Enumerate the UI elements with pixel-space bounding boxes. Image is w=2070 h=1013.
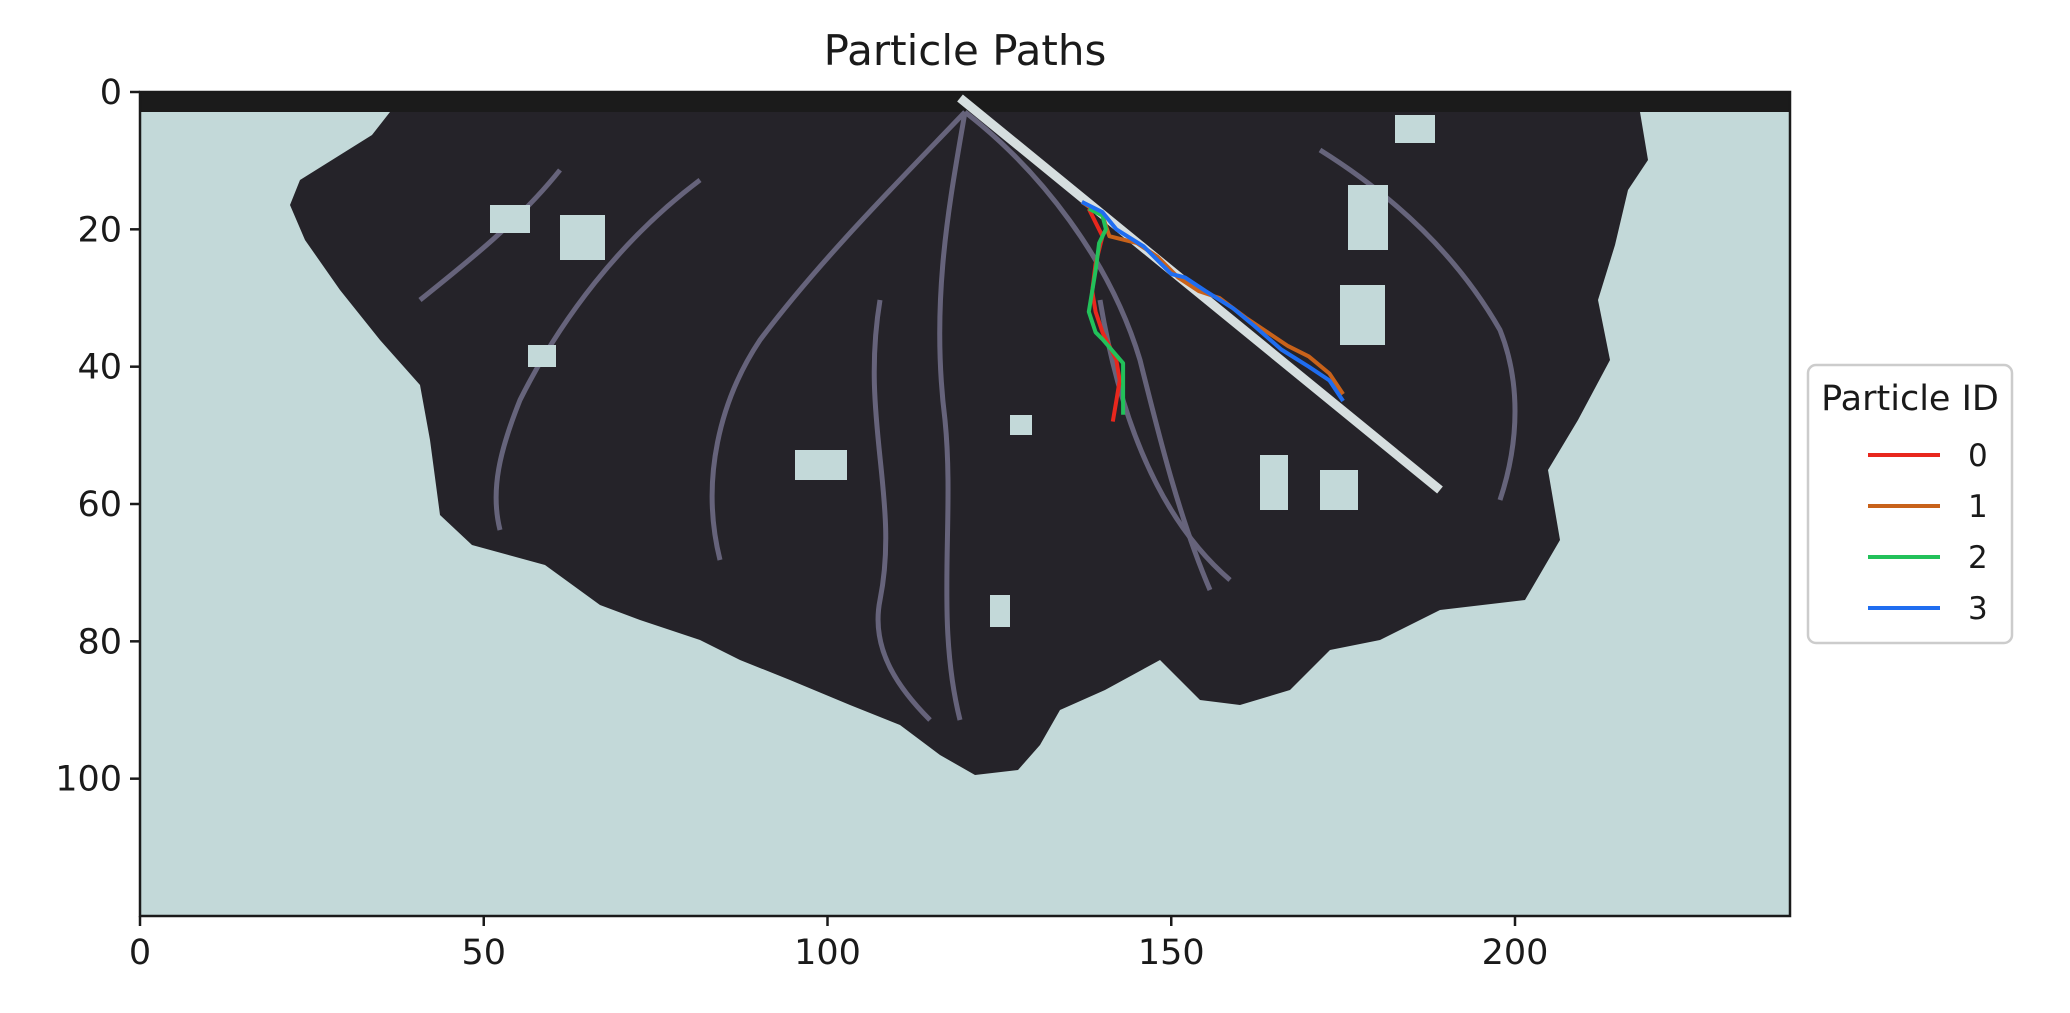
plot-area (140, 92, 1790, 916)
channel (493, 178, 702, 531)
x-tick-label: 150 (1138, 933, 1205, 973)
delta-body (290, 112, 1648, 775)
hole (528, 345, 556, 367)
y-tick-label: 0 (100, 73, 122, 113)
channel (418, 168, 562, 302)
channel (871, 299, 932, 722)
channel (709, 110, 967, 561)
hole (1348, 185, 1388, 250)
legend-label-1: 1 (1968, 489, 1988, 525)
y-tick-label: 40 (77, 348, 122, 388)
hole (1320, 470, 1358, 510)
series-path-2 (1086, 206, 1126, 415)
y-tick-label: 80 (77, 622, 122, 662)
x-tick-label: 100 (794, 933, 861, 973)
y-axis: 0 20 40 60 80 100 (55, 73, 140, 800)
chart-title: Particle Paths (824, 26, 1107, 75)
y-tick-label: 20 (77, 210, 122, 250)
hole (560, 215, 605, 260)
legend-title: Particle ID (1821, 379, 1999, 419)
legend-entries: 0 1 2 3 (1868, 438, 1988, 627)
hole (795, 450, 847, 480)
hole (1340, 285, 1385, 345)
channel (937, 111, 968, 721)
x-tick-label: 0 (129, 933, 151, 973)
hole (990, 595, 1010, 627)
y-tick-label: 60 (77, 485, 122, 525)
channel (963, 110, 1213, 591)
hole (1260, 455, 1288, 510)
hole (490, 205, 530, 233)
legend: Particle ID 0 1 2 3 (1806, 363, 2014, 645)
legend-label-0: 0 (1968, 438, 1988, 474)
series-path-3 (1081, 200, 1345, 403)
x-tick-label: 200 (1482, 933, 1549, 973)
legend-label-2: 2 (1968, 540, 1988, 576)
hole (1010, 415, 1032, 435)
x-tick-label: 50 (461, 933, 506, 973)
legend-label-3: 3 (1968, 591, 1988, 627)
bright-main-channel (957, 94, 1443, 494)
series-path-0 (1087, 207, 1122, 422)
series-layer (1080, 200, 1345, 422)
delta-holes (490, 115, 1435, 627)
x-axis: 0 50 100 150 200 (129, 916, 1549, 973)
y-tick-label: 100 (55, 760, 122, 800)
hole (1395, 115, 1435, 143)
